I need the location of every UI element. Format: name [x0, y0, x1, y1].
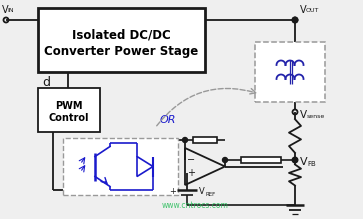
Text: Control: Control [49, 113, 89, 123]
Bar [38, 8, 205, 72]
Bar [38, 88, 100, 132]
Circle shape [292, 157, 298, 163]
Text: Isolated DC/DC: Isolated DC/DC [72, 28, 171, 41]
Text: www.cntrocs.com: www.cntrocs.com [162, 201, 228, 210]
Bar [255, 42, 325, 102]
Text: Converter Power Stage: Converter Power Stage [44, 46, 199, 58]
Text: +: + [170, 187, 176, 196]
Bar [193, 137, 217, 143]
Text: −: − [187, 155, 195, 165]
Text: IN: IN [7, 8, 14, 13]
Text: OR: OR [160, 115, 176, 125]
Text: REF: REF [205, 191, 215, 196]
Text: V: V [300, 157, 307, 167]
Text: +: + [187, 168, 195, 178]
Text: d: d [42, 76, 50, 88]
Text: sense: sense [307, 115, 325, 120]
Text: V: V [300, 5, 307, 15]
Circle shape [223, 157, 228, 162]
Bar [63, 138, 178, 195]
Text: V: V [199, 187, 205, 196]
Circle shape [183, 138, 188, 143]
Bar [241, 157, 281, 163]
Text: OUT: OUT [306, 8, 319, 13]
Text: PWM: PWM [55, 101, 83, 111]
Text: V: V [2, 5, 9, 15]
Text: V: V [300, 110, 307, 120]
Text: FB: FB [307, 161, 316, 167]
Circle shape [292, 17, 298, 23]
